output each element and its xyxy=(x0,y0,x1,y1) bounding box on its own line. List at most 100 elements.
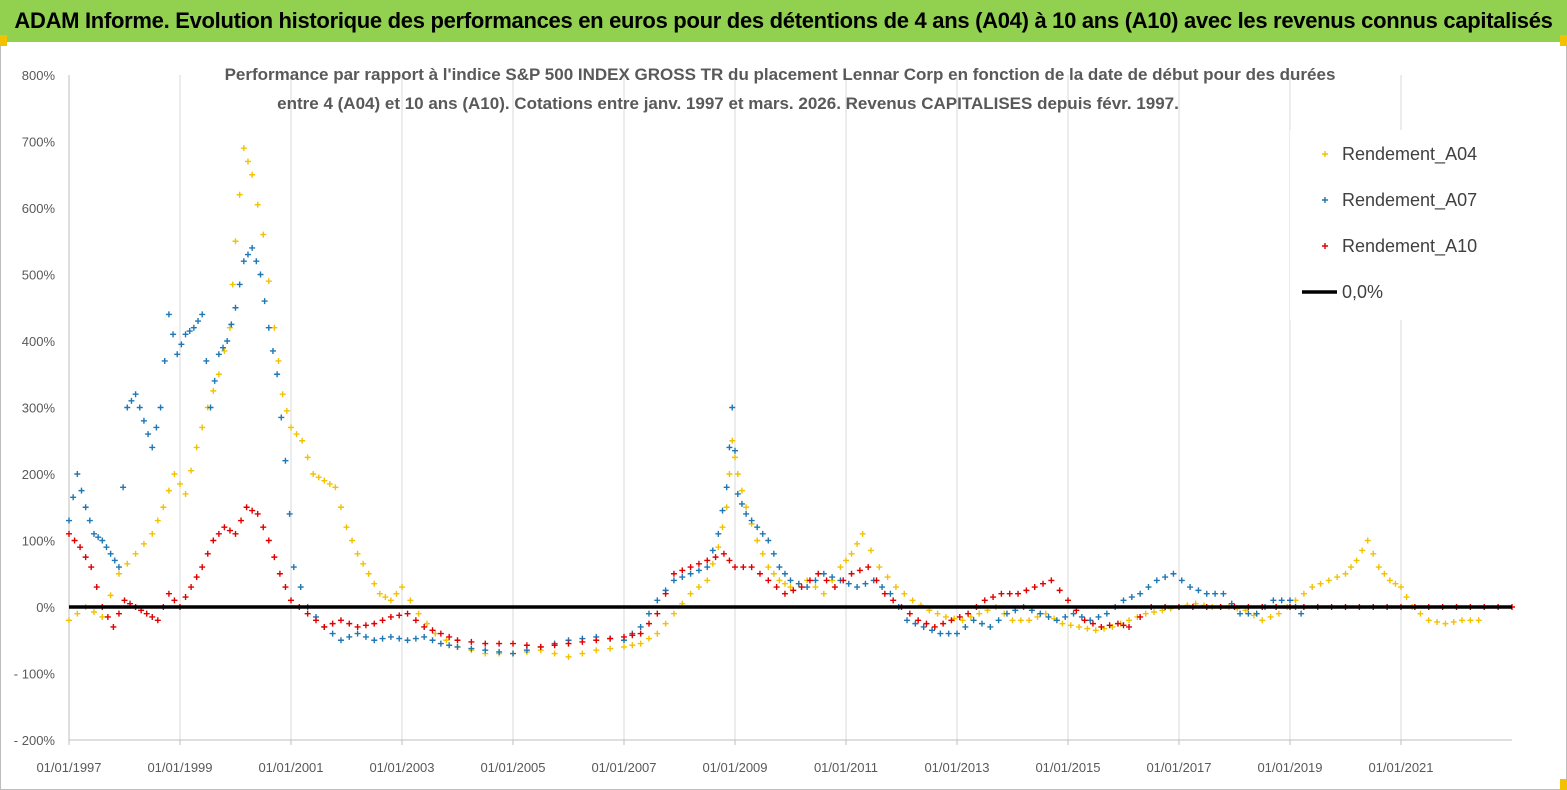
data-point xyxy=(299,437,306,444)
data-point xyxy=(1178,577,1185,584)
data-point xyxy=(253,258,260,265)
data-point xyxy=(149,530,156,537)
data-point xyxy=(421,633,428,640)
data-point xyxy=(931,623,938,630)
data-point xyxy=(82,504,89,511)
data-point xyxy=(195,318,202,325)
data-point xyxy=(354,623,361,630)
data-point xyxy=(312,617,319,624)
data-point xyxy=(99,613,106,620)
data-point xyxy=(945,630,952,637)
data-point xyxy=(149,613,156,620)
data-point xyxy=(734,471,741,477)
data-point xyxy=(1059,620,1066,627)
data-point xyxy=(132,550,139,557)
data-point xyxy=(1459,617,1466,624)
data-point xyxy=(329,620,336,627)
data-point xyxy=(679,567,686,574)
data-point xyxy=(226,324,233,331)
x-tick-label: 01/01/2019 xyxy=(1257,760,1322,775)
data-point xyxy=(812,584,819,591)
data-point xyxy=(204,550,211,557)
data-point xyxy=(670,610,677,617)
data-point xyxy=(265,278,272,285)
data-point xyxy=(748,564,755,571)
data-point xyxy=(1045,613,1052,620)
data-point xyxy=(399,584,405,591)
data-point xyxy=(1434,618,1441,625)
report-title: ADAM Informe. Evolution historique des p… xyxy=(14,8,1553,33)
data-point xyxy=(443,637,450,644)
data-point xyxy=(670,577,677,584)
data-point xyxy=(1442,620,1449,627)
data-point xyxy=(454,643,461,650)
data-point xyxy=(704,564,711,571)
data-point xyxy=(288,424,294,431)
y-tick-label: - 200% xyxy=(14,733,56,748)
data-point xyxy=(154,517,161,524)
data-point xyxy=(831,584,838,591)
data-point xyxy=(654,597,661,604)
data-point xyxy=(781,570,788,577)
data-point xyxy=(765,537,772,544)
data-point xyxy=(171,597,178,604)
data-point xyxy=(354,630,361,637)
data-point xyxy=(136,404,143,411)
data-point xyxy=(265,324,272,331)
data-point xyxy=(66,517,72,524)
legend: Rendement_A04 Rendement_A07 Rendement_A10 0… xyxy=(1290,130,1510,320)
data-point xyxy=(1370,550,1377,557)
data-point xyxy=(621,643,627,650)
data-point xyxy=(1292,597,1299,604)
data-point xyxy=(1026,617,1033,624)
y-tick-label: 100% xyxy=(22,534,56,549)
data-point xyxy=(654,630,661,637)
data-point xyxy=(379,617,386,624)
data-point xyxy=(288,597,294,604)
data-point xyxy=(88,564,95,571)
data-point xyxy=(260,524,267,531)
data-point xyxy=(387,597,394,604)
data-point xyxy=(77,544,84,551)
data-point xyxy=(770,570,777,577)
data-point xyxy=(923,620,930,627)
y-tick-label: 400% xyxy=(22,334,56,349)
data-point xyxy=(1031,584,1038,591)
legend-label: Rendement_A04 xyxy=(1342,144,1477,165)
data-point xyxy=(199,424,206,431)
data-point xyxy=(1053,617,1060,624)
data-point xyxy=(904,617,911,624)
x-tick-label: 01/01/2021 xyxy=(1368,760,1433,775)
data-point xyxy=(840,577,847,584)
data-point xyxy=(1095,613,1102,620)
data-point xyxy=(1087,617,1094,624)
data-point xyxy=(1364,537,1371,544)
data-point xyxy=(236,191,243,198)
data-point xyxy=(279,391,286,398)
data-point xyxy=(962,623,969,630)
y-tick-label: 800% xyxy=(22,68,56,83)
data-point xyxy=(78,487,85,494)
data-point xyxy=(304,454,311,461)
data-point xyxy=(446,633,453,640)
data-point xyxy=(282,457,289,464)
data-point xyxy=(712,554,719,561)
data-point xyxy=(371,637,378,644)
x-tick-label: 01/01/2017 xyxy=(1146,760,1211,775)
data-point xyxy=(215,371,222,378)
data-point xyxy=(269,347,276,354)
data-point xyxy=(193,444,200,451)
data-point xyxy=(884,574,891,581)
data-point xyxy=(171,471,178,477)
data-point xyxy=(221,524,228,531)
data-point xyxy=(203,357,210,364)
data-point xyxy=(954,630,960,637)
data-point xyxy=(695,567,702,574)
data-point xyxy=(743,510,750,517)
data-point xyxy=(1375,564,1382,571)
data-point xyxy=(1287,597,1293,604)
data-point xyxy=(143,610,150,617)
data-point xyxy=(429,637,436,644)
data-point xyxy=(876,564,883,571)
data-point xyxy=(271,554,278,561)
